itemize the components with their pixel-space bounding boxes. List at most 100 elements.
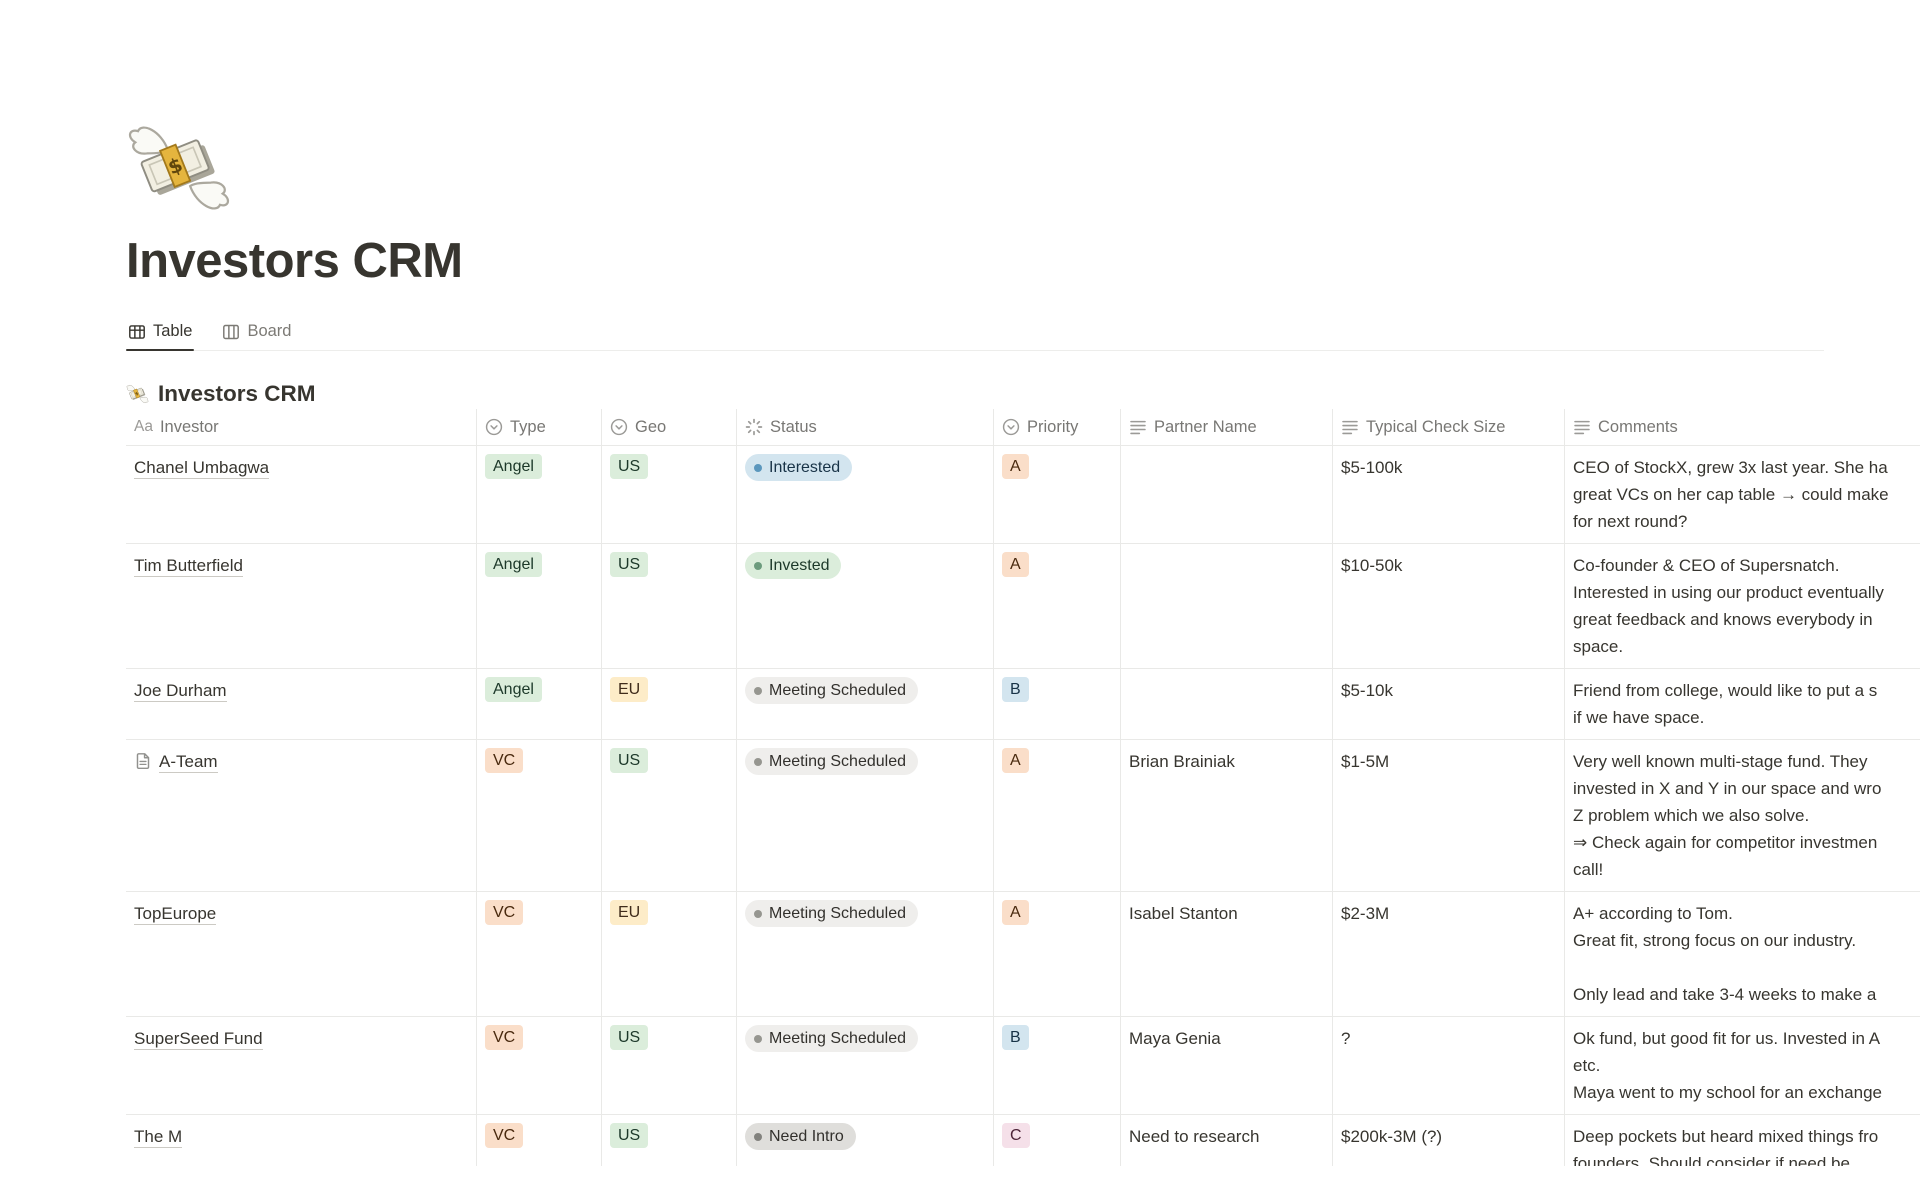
status-pill[interactable]: Invested: [745, 552, 842, 579]
check-size-cell[interactable]: ?: [1332, 1017, 1564, 1114]
investor-name-link[interactable]: Tim Butterfield: [134, 556, 243, 577]
priority-cell[interactable]: A: [993, 446, 1120, 543]
priority-cell[interactable]: A: [993, 740, 1120, 891]
geo-cell[interactable]: EU: [601, 669, 736, 739]
partner-name-cell[interactable]: [1120, 669, 1332, 739]
type-tag[interactable]: Angel: [485, 552, 542, 577]
priority-tag[interactable]: C: [1002, 1123, 1030, 1148]
geo-cell[interactable]: US: [601, 544, 736, 668]
status-cell[interactable]: Invested: [736, 544, 993, 668]
investor-name-link[interactable]: TopEurope: [134, 904, 217, 925]
comments-cell[interactable]: CEO of StockX, grew 3x last year. She ha…: [1564, 446, 1920, 543]
type-cell[interactable]: VC: [476, 892, 601, 1016]
type-cell[interactable]: VC: [476, 1017, 601, 1114]
investor-cell[interactable]: Chanel Umbagwa: [126, 446, 476, 543]
type-cell[interactable]: Angel: [476, 544, 601, 668]
geo-tag[interactable]: US: [610, 1025, 649, 1050]
priority-tag[interactable]: B: [1002, 677, 1029, 702]
priority-cell[interactable]: A: [993, 544, 1120, 668]
column-header-priority[interactable]: Priority: [993, 409, 1120, 445]
type-cell[interactable]: VC: [476, 1115, 601, 1166]
column-header-status[interactable]: Status: [736, 409, 993, 445]
column-header-investor[interactable]: Aa Investor: [126, 409, 476, 445]
type-tag[interactable]: VC: [485, 900, 524, 925]
investor-name-link[interactable]: Joe Durham: [134, 681, 227, 702]
geo-tag[interactable]: US: [610, 454, 649, 479]
type-tag[interactable]: VC: [485, 1123, 524, 1148]
status-cell[interactable]: Meeting Scheduled: [736, 892, 993, 1016]
tab-table[interactable]: Table: [126, 317, 195, 351]
partner-name-cell[interactable]: Brian Brainiak: [1120, 740, 1332, 891]
investor-cell[interactable]: The M: [126, 1115, 476, 1166]
geo-tag[interactable]: US: [610, 552, 649, 577]
check-size-cell[interactable]: $1-5M: [1332, 740, 1564, 891]
geo-cell[interactable]: US: [601, 1017, 736, 1114]
investor-cell[interactable]: A-Team: [126, 740, 476, 891]
investor-cell[interactable]: SuperSeed Fund: [126, 1017, 476, 1114]
investor-cell[interactable]: Tim Butterfield: [126, 544, 476, 668]
comments-cell[interactable]: Very well known multi-stage fund. They in…: [1564, 740, 1920, 891]
priority-tag[interactable]: B: [1002, 1025, 1029, 1050]
status-pill[interactable]: Meeting Scheduled: [745, 677, 918, 704]
comments-cell[interactable]: Co-founder & CEO of Supersnatch. Interest…: [1564, 544, 1920, 668]
page-icon-money-with-wings[interactable]: [126, 118, 1920, 218]
investor-cell[interactable]: TopEurope: [126, 892, 476, 1016]
priority-cell[interactable]: B: [993, 1017, 1120, 1114]
investor-name-link[interactable]: Chanel Umbagwa: [134, 458, 270, 479]
geo-tag[interactable]: EU: [610, 900, 649, 925]
geo-cell[interactable]: EU: [601, 892, 736, 1016]
check-size-cell[interactable]: $5-10k: [1332, 669, 1564, 739]
partner-name-cell[interactable]: [1120, 446, 1332, 543]
type-tag[interactable]: Angel: [485, 677, 542, 702]
status-cell[interactable]: Meeting Scheduled: [736, 740, 993, 891]
priority-cell[interactable]: B: [993, 669, 1120, 739]
column-header-type[interactable]: Type: [476, 409, 601, 445]
comments-cell[interactable]: A+ according to Tom. Great fit, strong fo…: [1564, 892, 1920, 1016]
status-pill[interactable]: Meeting Scheduled: [745, 1025, 918, 1052]
priority-cell[interactable]: A: [993, 892, 1120, 1016]
geo-tag[interactable]: EU: [610, 677, 649, 702]
comments-cell[interactable]: Friend from college, would like to put a…: [1564, 669, 1920, 739]
geo-cell[interactable]: US: [601, 740, 736, 891]
status-pill[interactable]: Need Intro: [745, 1123, 856, 1150]
column-header-geo[interactable]: Geo: [601, 409, 736, 445]
investor-cell[interactable]: Joe Durham: [126, 669, 476, 739]
status-pill[interactable]: Meeting Scheduled: [745, 900, 918, 927]
investor-name-link[interactable]: SuperSeed Fund: [134, 1029, 263, 1050]
type-tag[interactable]: VC: [485, 748, 524, 773]
status-cell[interactable]: Need Intro: [736, 1115, 993, 1166]
type-cell[interactable]: Angel: [476, 446, 601, 543]
priority-tag[interactable]: A: [1002, 900, 1029, 925]
priority-cell[interactable]: C: [993, 1115, 1120, 1166]
check-size-cell[interactable]: $2-3M: [1332, 892, 1564, 1016]
type-cell[interactable]: Angel: [476, 669, 601, 739]
check-size-cell[interactable]: $10-50k: [1332, 544, 1564, 668]
partner-name-cell[interactable]: Isabel Stanton: [1120, 892, 1332, 1016]
type-tag[interactable]: Angel: [485, 454, 542, 479]
priority-tag[interactable]: A: [1002, 454, 1029, 479]
geo-cell[interactable]: US: [601, 446, 736, 543]
check-size-cell[interactable]: $5-100k: [1332, 446, 1564, 543]
page-title[interactable]: Investors CRM: [126, 234, 463, 288]
partner-name-cell[interactable]: [1120, 544, 1332, 668]
status-pill[interactable]: Interested: [745, 454, 853, 481]
comments-cell[interactable]: Deep pockets but heard mixed things fro f…: [1564, 1115, 1920, 1166]
partner-name-cell[interactable]: Need to research: [1120, 1115, 1332, 1166]
status-pill[interactable]: Meeting Scheduled: [745, 748, 918, 775]
geo-tag[interactable]: US: [610, 748, 649, 773]
status-cell[interactable]: Meeting Scheduled: [736, 669, 993, 739]
check-size-cell[interactable]: $200k-3M (?): [1332, 1115, 1564, 1166]
partner-name-cell[interactable]: Maya Genia: [1120, 1017, 1332, 1114]
type-tag[interactable]: VC: [485, 1025, 524, 1050]
tab-board[interactable]: Board: [220, 317, 293, 350]
investor-name-link[interactable]: A-Team: [159, 752, 218, 773]
type-cell[interactable]: VC: [476, 740, 601, 891]
column-header-comments[interactable]: Comments: [1564, 409, 1920, 445]
column-header-partner-name[interactable]: Partner Name: [1120, 409, 1332, 445]
priority-tag[interactable]: A: [1002, 552, 1029, 577]
status-cell[interactable]: Meeting Scheduled: [736, 1017, 993, 1114]
investor-name-link[interactable]: The M: [134, 1127, 183, 1148]
column-header-typical-check-size[interactable]: Typical Check Size: [1332, 409, 1564, 445]
geo-tag[interactable]: US: [610, 1123, 649, 1148]
status-cell[interactable]: Interested: [736, 446, 993, 543]
